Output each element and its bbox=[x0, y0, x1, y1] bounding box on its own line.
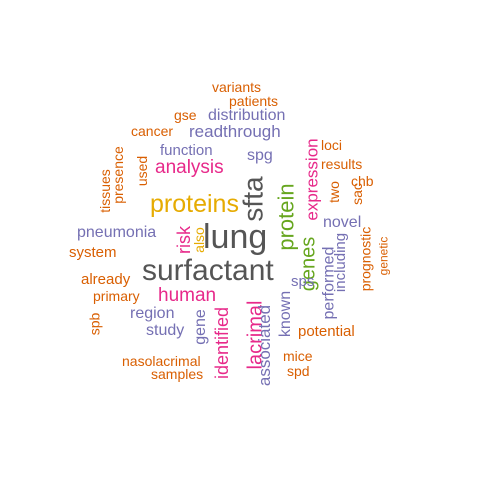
word-presence: presence bbox=[109, 146, 126, 204]
word-novel: novel bbox=[323, 214, 362, 231]
word-proteins: proteins bbox=[150, 190, 239, 218]
word-associated: associated bbox=[255, 304, 275, 387]
word-mice: mice bbox=[283, 348, 313, 364]
word-protein: protein bbox=[273, 183, 299, 251]
word-surfactant: surfactant bbox=[142, 254, 274, 287]
word-prognostic: prognostic bbox=[357, 226, 374, 292]
word-chb: chb bbox=[351, 173, 374, 189]
word-primary: primary bbox=[93, 288, 140, 304]
word-expression: expression bbox=[302, 138, 322, 221]
word-two: two bbox=[325, 181, 342, 203]
word-gse: gse bbox=[174, 107, 197, 123]
word-sac: sac bbox=[348, 183, 365, 205]
word-also: also bbox=[190, 227, 207, 253]
word-lung: lung bbox=[203, 218, 268, 256]
word-performed: performed bbox=[320, 246, 338, 320]
word-function: function bbox=[160, 142, 213, 159]
word-known: known bbox=[277, 290, 295, 338]
word-nasolacrimal: nasolacrimal bbox=[122, 353, 201, 369]
word-pneumonia: pneumonia bbox=[77, 224, 157, 241]
word-variants: variants bbox=[212, 79, 262, 95]
word-spb: spb bbox=[86, 312, 103, 336]
word-genetic: genetic bbox=[376, 236, 391, 276]
word-potential: potential bbox=[298, 323, 355, 340]
word-readthrough: readthrough bbox=[189, 122, 281, 141]
word-samples: samples bbox=[151, 366, 204, 382]
word-loci: loci bbox=[321, 137, 343, 153]
word-identified: identified bbox=[212, 306, 233, 380]
word-study: study bbox=[146, 322, 185, 339]
word-system: system bbox=[69, 244, 117, 261]
word-patients: patients bbox=[229, 93, 279, 109]
word-spg: spg bbox=[247, 147, 273, 164]
word-region: region bbox=[130, 305, 175, 322]
word-results: results bbox=[321, 156, 363, 172]
word-cancer: cancer bbox=[131, 123, 174, 139]
word-used: used bbox=[134, 155, 151, 187]
word-distribution: distribution bbox=[208, 107, 286, 124]
word-gene: gene bbox=[191, 309, 209, 345]
word-already: already bbox=[81, 271, 131, 288]
word-sps: sps bbox=[291, 273, 315, 290]
word-human: human bbox=[158, 285, 217, 306]
word-analysis: analysis bbox=[155, 157, 224, 178]
word-spd: spd bbox=[287, 363, 310, 379]
word-sfta: sfta bbox=[237, 176, 269, 222]
